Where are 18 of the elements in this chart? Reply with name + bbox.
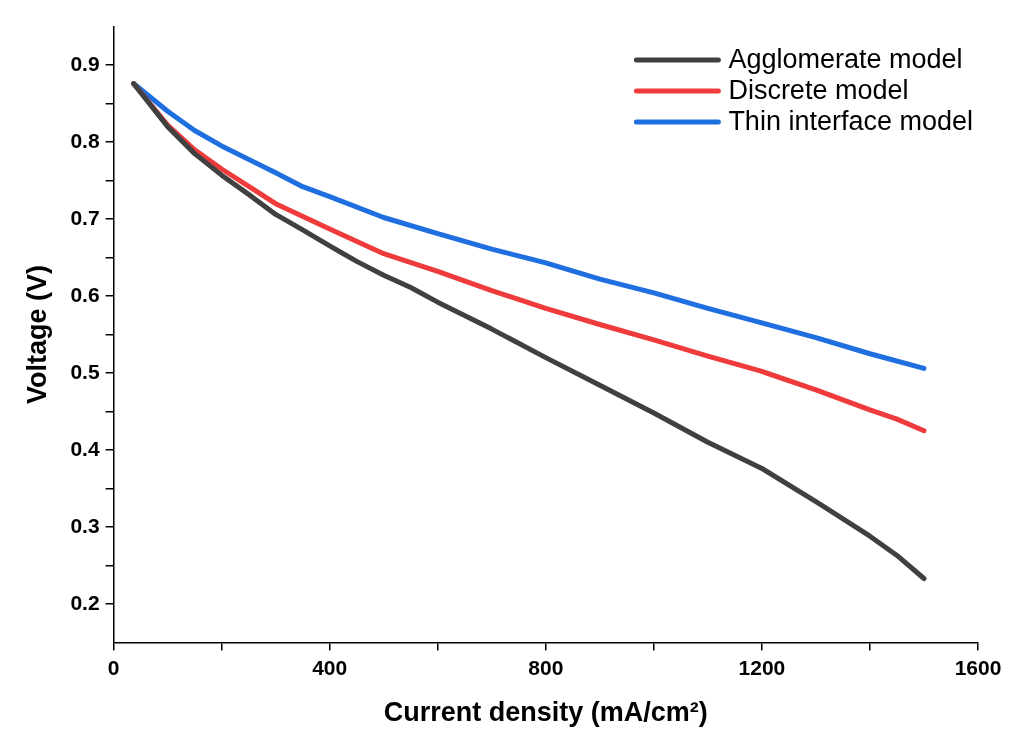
x-axis-title: Current density (mA/cm²) — [383, 697, 708, 728]
x-tick-label: 800 — [528, 655, 564, 679]
legend-label: Agglomerate model — [728, 43, 963, 74]
y-tick-label: 0.2 — [70, 590, 100, 614]
y-axis-title: Voltage (V) — [21, 264, 52, 405]
x-tick-label: 1200 — [738, 655, 786, 679]
x-tick-label: 400 — [312, 655, 348, 679]
y-tick-label: 0.6 — [70, 282, 100, 306]
y-tick-label: 0.9 — [70, 51, 100, 75]
y-tick-label: 0.8 — [70, 128, 100, 152]
legend-label: Thin interface model — [728, 105, 973, 136]
x-tick-label: 0 — [107, 655, 120, 679]
x-tick-label: 1600 — [954, 655, 1002, 679]
legend-label: Discrete model — [728, 74, 909, 105]
y-tick-label: 0.4 — [70, 436, 100, 460]
y-tick-label: 0.3 — [70, 513, 100, 537]
y-tick-label: 0.7 — [70, 205, 100, 229]
y-tick-label: 0.5 — [70, 359, 100, 383]
